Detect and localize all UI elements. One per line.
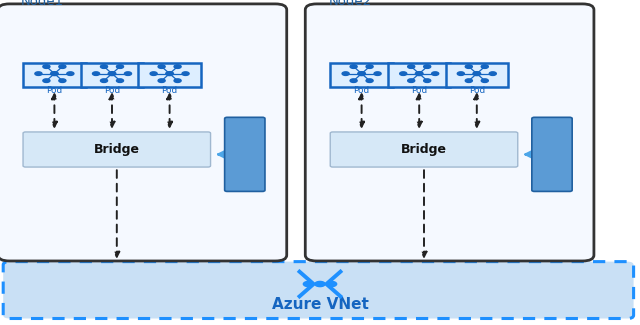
Circle shape bbox=[124, 72, 131, 75]
Circle shape bbox=[166, 72, 173, 76]
Circle shape bbox=[93, 72, 100, 75]
FancyBboxPatch shape bbox=[0, 4, 287, 261]
Circle shape bbox=[158, 79, 165, 83]
Text: Node1: Node1 bbox=[21, 0, 64, 8]
Circle shape bbox=[182, 72, 189, 75]
Text: Pod: Pod bbox=[161, 86, 178, 95]
Circle shape bbox=[400, 72, 407, 75]
Circle shape bbox=[489, 72, 496, 75]
Text: Bridge: Bridge bbox=[94, 143, 140, 156]
Circle shape bbox=[473, 72, 481, 76]
Text: Azure CNI: Azure CNI bbox=[240, 129, 250, 179]
FancyBboxPatch shape bbox=[330, 132, 518, 167]
Circle shape bbox=[100, 65, 108, 68]
Circle shape bbox=[174, 79, 181, 83]
FancyBboxPatch shape bbox=[532, 117, 572, 191]
FancyBboxPatch shape bbox=[225, 117, 265, 191]
Circle shape bbox=[59, 79, 66, 83]
Circle shape bbox=[431, 72, 438, 75]
FancyBboxPatch shape bbox=[388, 63, 451, 86]
Text: Pod: Pod bbox=[468, 86, 485, 95]
FancyBboxPatch shape bbox=[23, 132, 211, 167]
Circle shape bbox=[465, 79, 472, 83]
Circle shape bbox=[67, 72, 74, 75]
Circle shape bbox=[51, 72, 58, 76]
Circle shape bbox=[43, 65, 50, 68]
FancyBboxPatch shape bbox=[445, 63, 508, 86]
Circle shape bbox=[59, 65, 66, 68]
Circle shape bbox=[408, 65, 415, 68]
FancyBboxPatch shape bbox=[305, 4, 594, 261]
Circle shape bbox=[315, 281, 325, 287]
Circle shape bbox=[150, 72, 157, 75]
Text: Bridge: Bridge bbox=[401, 143, 447, 156]
Circle shape bbox=[408, 79, 415, 83]
Text: Pod: Pod bbox=[411, 86, 428, 95]
Circle shape bbox=[158, 65, 165, 68]
Text: Azure VNet: Azure VNet bbox=[271, 297, 369, 312]
FancyBboxPatch shape bbox=[330, 63, 393, 86]
Text: Pod: Pod bbox=[104, 86, 120, 95]
Circle shape bbox=[35, 72, 42, 75]
Text: Azure CNI: Azure CNI bbox=[547, 129, 557, 179]
Circle shape bbox=[116, 65, 124, 68]
Circle shape bbox=[465, 65, 472, 68]
Circle shape bbox=[458, 72, 465, 75]
Text: Pod: Pod bbox=[353, 86, 370, 95]
Circle shape bbox=[116, 79, 124, 83]
FancyBboxPatch shape bbox=[81, 63, 143, 86]
Circle shape bbox=[374, 72, 381, 75]
Circle shape bbox=[350, 65, 357, 68]
Circle shape bbox=[326, 281, 337, 287]
FancyBboxPatch shape bbox=[138, 63, 201, 86]
Circle shape bbox=[303, 281, 314, 287]
Circle shape bbox=[366, 65, 373, 68]
Circle shape bbox=[100, 79, 108, 83]
Circle shape bbox=[424, 79, 431, 83]
Circle shape bbox=[481, 79, 488, 83]
Text: Node2: Node2 bbox=[328, 0, 371, 8]
Circle shape bbox=[108, 72, 116, 76]
Circle shape bbox=[366, 79, 373, 83]
Circle shape bbox=[43, 79, 50, 83]
Text: Pod: Pod bbox=[46, 86, 63, 95]
Circle shape bbox=[481, 65, 488, 68]
FancyBboxPatch shape bbox=[3, 262, 634, 318]
Circle shape bbox=[174, 65, 181, 68]
Circle shape bbox=[350, 79, 357, 83]
FancyBboxPatch shape bbox=[23, 63, 86, 86]
Circle shape bbox=[342, 72, 349, 75]
Circle shape bbox=[415, 72, 423, 76]
Circle shape bbox=[424, 65, 431, 68]
Circle shape bbox=[358, 72, 365, 76]
